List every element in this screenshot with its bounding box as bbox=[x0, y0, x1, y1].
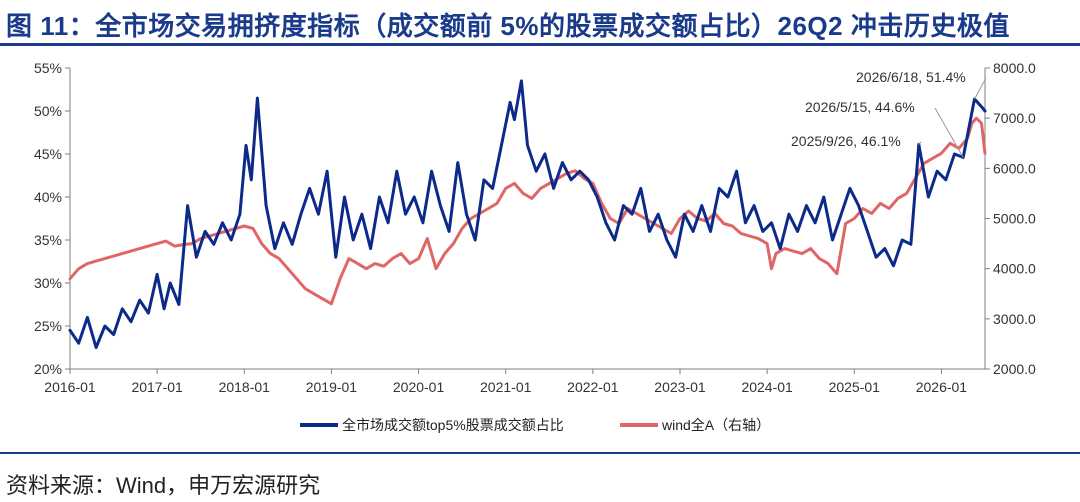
left-tick-label: 35% bbox=[34, 232, 62, 248]
left-tick-label: 20% bbox=[34, 361, 62, 377]
right-axis-ticks: 2000.0 3000.0 4000.0 5000.0 6000.0 7000.0 8000… bbox=[985, 60, 1036, 377]
annotation-label: 2026/6/18, 51.4% bbox=[856, 69, 966, 85]
x-tick-label: 2026-01 bbox=[916, 379, 968, 395]
annotation-leader bbox=[974, 77, 987, 100]
x-tick-label: 2018-01 bbox=[219, 379, 271, 395]
legend-label-winda: wind全A（右轴） bbox=[661, 417, 770, 433]
right-tick-label: 5000.0 bbox=[993, 211, 1036, 227]
x-tick-label: 2022-01 bbox=[567, 379, 619, 395]
right-tick-label: 6000.0 bbox=[993, 160, 1036, 176]
right-tick-label: 4000.0 bbox=[993, 261, 1036, 277]
right-tick-label: 7000.0 bbox=[993, 110, 1036, 126]
left-tick-label: 25% bbox=[34, 318, 62, 334]
x-tick-label: 2017-01 bbox=[131, 379, 183, 395]
x-tick-label: 2023-01 bbox=[654, 379, 706, 395]
line-chart: 20% 25% 30% 35% 40% 45% 50% 55% 2000.0 3000.0 400… bbox=[34, 60, 1036, 433]
annotation-leader bbox=[918, 141, 922, 145]
right-tick-label: 8000.0 bbox=[993, 60, 1036, 76]
annotation-label: 2026/5/15, 44.6% bbox=[805, 99, 915, 115]
left-axis-ticks: 20% 25% 30% 35% 40% 45% 50% 55% bbox=[34, 60, 70, 377]
x-tick-label: 2024-01 bbox=[741, 379, 793, 395]
source-note: 资料来源：Wind，申万宏源研究 bbox=[6, 473, 321, 498]
source-divider bbox=[0, 452, 1080, 454]
left-tick-label: 40% bbox=[34, 189, 62, 205]
series-line-winda bbox=[68, 116, 987, 306]
title-bar: 图 11：全市场交易拥挤度指标（成交额前 5%的股票成交额占比）26Q2 冲击历… bbox=[0, 0, 1080, 46]
legend: 全市场成交额top5%股票成交额占比 wind全A（右轴） bbox=[300, 417, 770, 433]
annotation-leader bbox=[934, 107, 964, 158]
x-tick-label: 2020-01 bbox=[393, 379, 445, 395]
right-tick-label: 3000.0 bbox=[993, 311, 1036, 327]
x-tick-label: 2016-01 bbox=[44, 379, 96, 395]
left-tick-label: 30% bbox=[34, 275, 62, 291]
left-tick-label: 55% bbox=[34, 60, 62, 76]
x-axis-ticks: 2016-01 2017-01 2018-01 2019-01 2020-01 2021-… bbox=[44, 369, 967, 395]
x-tick-label: 2021-01 bbox=[480, 379, 532, 395]
right-tick-label: 2000.0 bbox=[993, 361, 1036, 377]
left-tick-label: 50% bbox=[34, 103, 62, 119]
page-title: 图 11：全市场交易拥挤度指标（成交额前 5%的股票成交额占比）26Q2 冲击历… bbox=[6, 11, 1010, 41]
annotations: 2026/6/18, 51.4% 2026/5/15, 44.6% 2025/9/2… bbox=[791, 69, 987, 158]
x-tick-label: 2025-01 bbox=[829, 379, 881, 395]
series-lines bbox=[68, 79, 987, 349]
annotation-label: 2025/9/26, 46.1% bbox=[791, 133, 901, 149]
left-tick-label: 45% bbox=[34, 146, 62, 162]
series-line-top5 bbox=[68, 79, 987, 349]
x-tick-label: 2019-01 bbox=[306, 379, 358, 395]
legend-label-top5: 全市场成交额top5%股票成交额占比 bbox=[342, 417, 564, 433]
